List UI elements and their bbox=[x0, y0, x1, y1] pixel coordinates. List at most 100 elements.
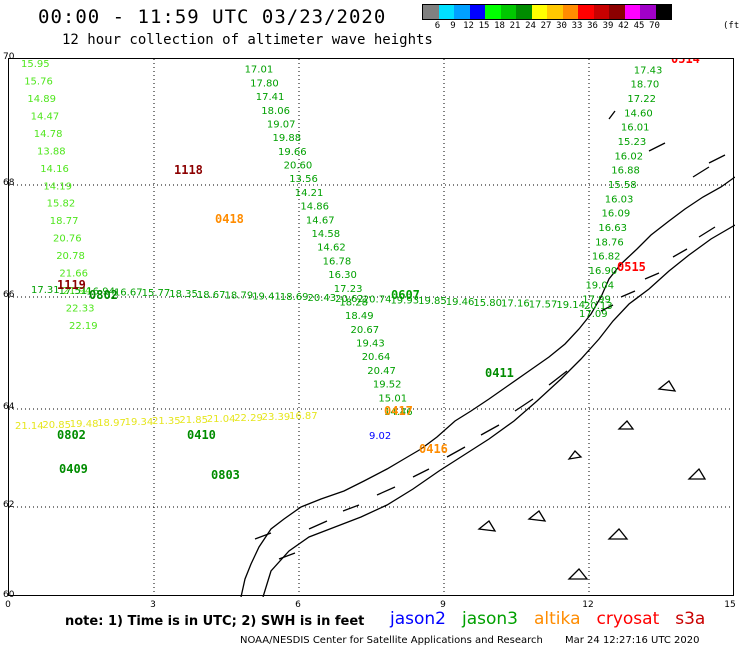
wave-height-value: 15.80 bbox=[473, 298, 502, 309]
wave-height-value: 18.77 bbox=[50, 216, 79, 227]
wave-height-value: 20.76 bbox=[53, 234, 82, 245]
wave-height-value: 17.23 bbox=[334, 284, 363, 295]
pass-time-label: 0418 bbox=[215, 212, 244, 226]
wave-height-value: 14.62 bbox=[317, 243, 346, 254]
legend-unit: (ft) bbox=[723, 21, 740, 31]
wave-height-value: 16.67 bbox=[114, 287, 143, 298]
legend-tick-label: 42 bbox=[618, 21, 629, 31]
wave-height-value: 15.95 bbox=[21, 59, 50, 70]
wave-height-value: 16.94 bbox=[86, 287, 115, 298]
legend-tick-label: 9 bbox=[450, 21, 456, 31]
satellite-label-jason3: jason3 bbox=[462, 609, 518, 629]
wave-height-value: 18.76 bbox=[595, 237, 624, 248]
wave-height-value: 21.35 bbox=[152, 416, 181, 427]
wave-height-value: 20.60 bbox=[284, 161, 313, 172]
wave-height-value: 13.88 bbox=[37, 146, 66, 157]
wave-height-value: 14.21 bbox=[295, 188, 324, 199]
lat-label-64: 64 bbox=[3, 402, 15, 412]
satellite-label-altika: altika bbox=[534, 609, 581, 629]
pass-time-label: 0411 bbox=[485, 366, 514, 380]
legend-tick-label: 39 bbox=[602, 21, 614, 31]
legend-tick-label: 6 bbox=[434, 21, 441, 31]
wave-height-value: 18.49 bbox=[345, 311, 374, 322]
wave-height-value: 15.76 bbox=[24, 76, 53, 87]
legend-swatch bbox=[578, 5, 594, 19]
lat-label-70: 70 bbox=[3, 52, 15, 62]
legend-swatch bbox=[500, 5, 516, 19]
wave-height-value: 16.30 bbox=[328, 270, 357, 281]
wave-height-value: 20.67 bbox=[351, 325, 380, 336]
wave-height-value: 19.93 bbox=[390, 295, 419, 306]
legend-swatch bbox=[531, 5, 547, 19]
wave-height-value: 14.60 bbox=[624, 108, 653, 119]
wave-height-value: 19.07 bbox=[267, 119, 296, 130]
wave-height-value: 19.66 bbox=[278, 147, 307, 158]
wave-height-value: 21.04 bbox=[207, 414, 236, 425]
wave-height-value: 15.23 bbox=[618, 137, 647, 148]
legend-tick-label: 27 bbox=[540, 21, 552, 31]
coastline-islands-2 bbox=[600, 110, 726, 312]
legend-swatch bbox=[423, 5, 439, 19]
pass-time-label: 0417 bbox=[384, 404, 413, 418]
lon-label-12: 12 bbox=[582, 600, 594, 610]
wave-height-value: 21.85 bbox=[179, 415, 208, 426]
legend-bar bbox=[422, 4, 672, 20]
lon-label-15: 15 bbox=[724, 600, 736, 610]
satellite-label-cryosat: cryosat bbox=[596, 609, 660, 629]
wave-height-value: 18.35 bbox=[169, 289, 198, 300]
wave-height-value: 22.19 bbox=[69, 321, 98, 332]
wave-height-value: 14.47 bbox=[31, 111, 60, 122]
pass-time-label: 1119 bbox=[57, 278, 86, 292]
lat-label-62: 62 bbox=[3, 500, 15, 510]
wave-height-value: 17.57 bbox=[529, 299, 558, 310]
wave-height-value: 20.74 bbox=[363, 295, 392, 306]
wave-height-value: 17.72 bbox=[239, 59, 268, 62]
wave-height-value: 15.01 bbox=[378, 393, 407, 404]
wave-height-value: 23.39 bbox=[262, 412, 291, 423]
wave-height-value: 16.09 bbox=[602, 209, 631, 220]
wave-height-value: 14.89 bbox=[27, 94, 56, 105]
wave-height-value: 19.14 bbox=[556, 300, 585, 311]
wave-height-value: 14.19 bbox=[43, 181, 72, 192]
footer-credit: NOAA/NESDIS Center for Satellite Applica… bbox=[240, 635, 543, 646]
legend-swatch bbox=[438, 5, 454, 19]
map-title: 00:00 - 11:59 UTC 03/23/2020 bbox=[38, 6, 387, 28]
legend-tick-label: 33 bbox=[571, 21, 583, 31]
footer-timestamp: Mar 24 12:27:16 UTC 2020 bbox=[565, 635, 700, 646]
coastline-norway bbox=[240, 176, 736, 598]
wave-height-value: 16.78 bbox=[323, 256, 352, 267]
wave-height-value: 17.09 bbox=[579, 309, 608, 320]
legend-tick-label: 21 bbox=[509, 21, 521, 31]
wave-height-value: 17.22 bbox=[627, 94, 656, 105]
lon-label-6: 6 bbox=[295, 600, 301, 610]
pass-time-label: 0515 bbox=[617, 260, 646, 274]
lat-label-60: 60 bbox=[3, 590, 15, 600]
map-panel: 15.95 15.76 14.89 14.47 14.78 13.88 14.16 14.19… bbox=[8, 51, 736, 598]
wave-height-value: 17.01 bbox=[245, 65, 274, 76]
wave-height-value: 16.02 bbox=[614, 151, 643, 162]
wave-height-value: 17.80 bbox=[250, 78, 279, 89]
wave-height-value: 20.85 bbox=[42, 420, 71, 431]
coastline-inner bbox=[262, 224, 736, 598]
wave-height-value: 20.62 bbox=[335, 294, 364, 305]
wave-height-value: 18.06 bbox=[261, 106, 290, 117]
wave-height-value: 19.04 bbox=[585, 280, 614, 291]
wave-height-value: 16.90 bbox=[589, 266, 618, 277]
wave-height-value: 15.77 bbox=[142, 288, 171, 299]
wave-height-value: 21.66 bbox=[59, 269, 88, 280]
pass-time-label: 0410 bbox=[187, 428, 216, 442]
lon-label-3: 3 bbox=[150, 600, 156, 610]
wave-height-value: 21.94 bbox=[63, 286, 92, 297]
wave-height-value: 22.29 bbox=[234, 413, 263, 424]
wave-height-value: 22.33 bbox=[66, 304, 95, 315]
pass-time-label: 0607 bbox=[391, 288, 420, 302]
pass-time-label: 0803 bbox=[211, 468, 240, 482]
wave-height-value: 13.56 bbox=[289, 174, 318, 185]
wave-height-value: 16.82 bbox=[592, 252, 621, 263]
legend-swatch bbox=[640, 5, 656, 19]
wave-height-value: 16.87 bbox=[289, 411, 318, 422]
wave-height-value: 20.13 bbox=[584, 301, 613, 312]
pass-time-label: 0409 bbox=[59, 462, 88, 476]
wave-height-value: 14.16 bbox=[40, 164, 69, 175]
legend-swatch bbox=[547, 5, 563, 19]
